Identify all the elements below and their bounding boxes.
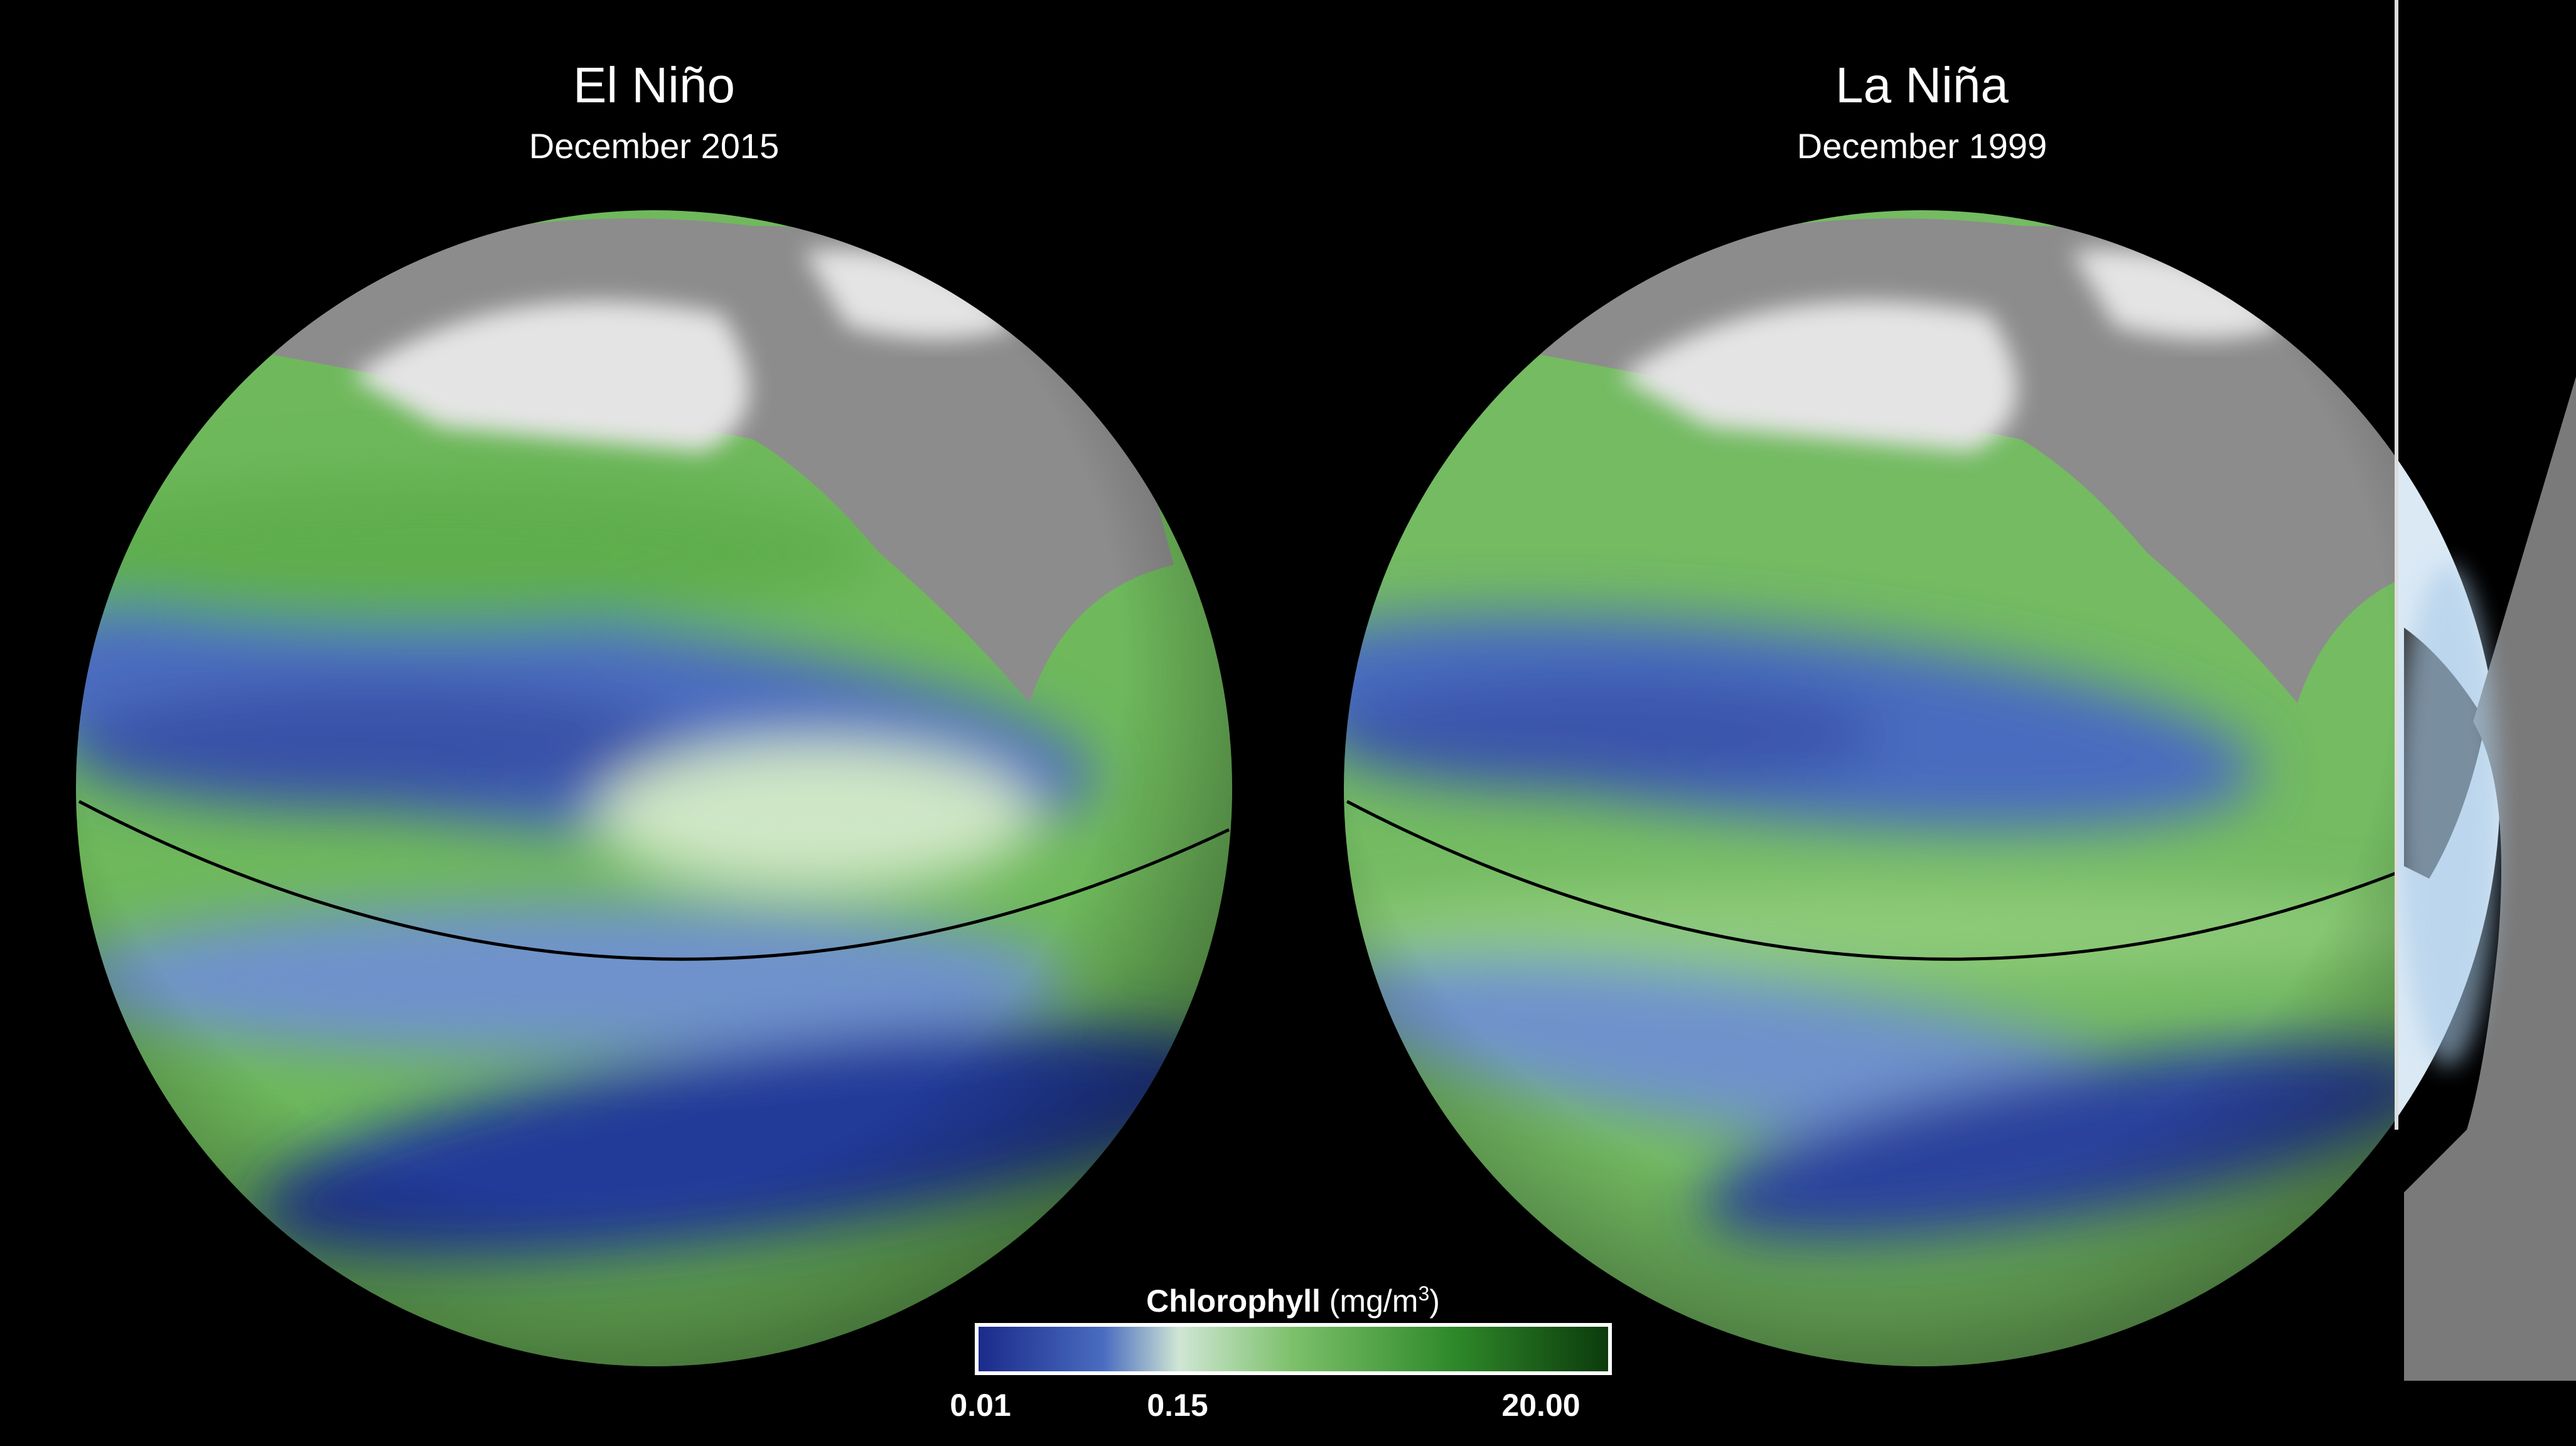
legend-unit-close: ) [1429, 1283, 1440, 1319]
globe-partial [2398, 377, 2576, 1381]
legend-unit: (mg/m [1329, 1283, 1419, 1319]
globe-el-nino [76, 210, 1232, 1366]
panel-subtitle: December 1999 [1797, 126, 2047, 166]
colorbar [975, 1323, 1612, 1375]
legend-tick: 20.00 [1501, 1388, 1580, 1423]
panel-title: El Niño [573, 57, 735, 113]
legend-tick: 0.15 [1147, 1388, 1208, 1423]
panel-title: La Niña [1835, 57, 2009, 113]
globe-la-nina [1344, 210, 2500, 1366]
legend-tick: 0.01 [950, 1388, 1011, 1423]
panel-subtitle: December 2015 [529, 126, 779, 166]
legend-title: Chlorophyll [1146, 1283, 1321, 1319]
legend-label: Chlorophyll (mg/m3) [1146, 1282, 1440, 1319]
legend-unit-sup: 3 [1418, 1282, 1429, 1305]
